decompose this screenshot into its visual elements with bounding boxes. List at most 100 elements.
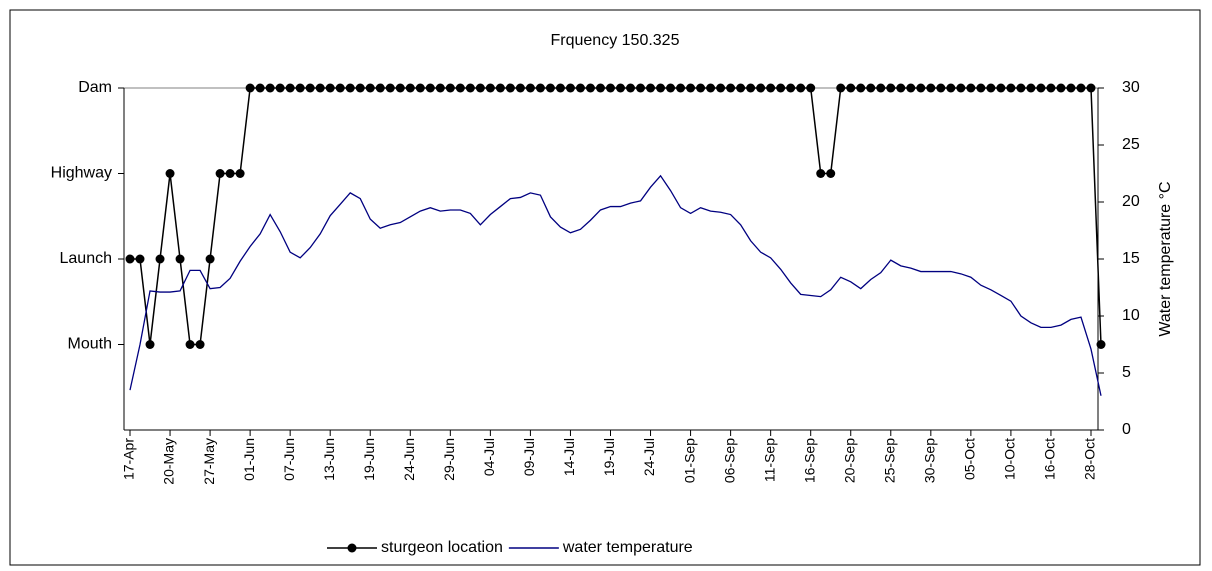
point [996, 83, 1006, 93]
point [946, 83, 956, 93]
point [1036, 83, 1046, 93]
x-tick-label: 05-Oct [962, 438, 978, 480]
point [435, 83, 445, 93]
legend-label: water temperature [562, 539, 693, 556]
point [325, 83, 335, 93]
point [796, 83, 806, 93]
y2-axis-title: Water temperature °C [1157, 181, 1174, 336]
point [906, 83, 916, 93]
x-tick-label: 16-Sep [801, 438, 817, 483]
point [1076, 83, 1086, 93]
point [315, 83, 325, 93]
legend-label: sturgeon location [381, 539, 503, 556]
point [736, 83, 746, 93]
chart-border [9, 9, 1201, 566]
point [585, 83, 595, 93]
point [1056, 83, 1066, 93]
x-tick-label: 16-Oct [1042, 438, 1058, 480]
point [355, 83, 365, 93]
point [966, 83, 976, 93]
x-tick-label: 19-Jun [361, 438, 377, 481]
point [345, 83, 355, 93]
point [255, 83, 265, 93]
point [555, 83, 565, 93]
point [425, 83, 435, 93]
point [856, 83, 866, 93]
x-tick-label: 14-Jul [561, 438, 577, 476]
point [1046, 83, 1056, 93]
y-tick-label: Highway [51, 165, 112, 182]
point [926, 83, 936, 93]
point [716, 83, 726, 93]
point [646, 83, 656, 93]
point [1066, 83, 1076, 93]
x-tick-label: 17-Apr [121, 438, 137, 480]
chart-title: Frquency 150.325 [551, 32, 680, 49]
x-tick-label: 01-Sep [681, 438, 697, 483]
point [866, 83, 876, 93]
x-tick-label: 07-Jun [281, 438, 297, 481]
point [385, 83, 395, 93]
x-tick-label: 25-Sep [881, 438, 897, 483]
point [165, 169, 175, 178]
point [756, 83, 766, 93]
x-tick-label: 10-Oct [1002, 438, 1018, 480]
point [876, 83, 886, 93]
point [275, 83, 285, 93]
y2-tick-label: 15 [1122, 250, 1140, 267]
point [1006, 83, 1016, 93]
y2-tick-label: 0 [1122, 421, 1131, 438]
point [575, 83, 585, 93]
point [175, 254, 185, 264]
y-tick-label: Dam [78, 79, 112, 96]
y2-tick-label: 20 [1122, 193, 1140, 210]
point [125, 254, 135, 264]
point [215, 169, 225, 178]
point [746, 83, 756, 93]
point [605, 83, 615, 93]
point [475, 83, 485, 93]
point [545, 83, 555, 93]
x-tick-label: 20-May [161, 438, 177, 485]
x-tick-label: 09-Jul [521, 438, 537, 476]
point [305, 83, 315, 93]
point [766, 83, 776, 93]
x-tick-label: 30-Sep [922, 438, 938, 483]
x-tick-label: 20-Sep [841, 438, 857, 483]
point [415, 83, 425, 93]
point [365, 83, 375, 93]
point [235, 169, 245, 178]
point [245, 83, 255, 93]
point [155, 254, 165, 264]
point [976, 83, 986, 93]
point [636, 83, 646, 93]
point [445, 83, 455, 93]
x-tick-label: 04-Jul [481, 438, 497, 476]
point [185, 340, 195, 349]
point [335, 83, 345, 93]
point [1096, 340, 1106, 349]
point [145, 340, 155, 349]
point [1016, 83, 1026, 93]
point [485, 83, 495, 93]
point [465, 83, 475, 93]
legend-marker [347, 543, 357, 553]
point [1026, 83, 1036, 93]
series-line [129, 174, 1102, 396]
point [295, 83, 305, 93]
point [726, 83, 736, 93]
y2-tick-label: 5 [1122, 364, 1131, 381]
point [806, 83, 816, 93]
point [916, 83, 926, 93]
x-tick-label: 27-May [201, 438, 217, 485]
x-tick-label: 01-Jun [241, 438, 257, 481]
point [205, 254, 215, 264]
point [265, 83, 275, 93]
x-tick-label: 24-Jul [641, 438, 657, 476]
point [285, 83, 295, 93]
point [405, 83, 415, 93]
point [696, 83, 706, 93]
point [495, 83, 505, 93]
point [565, 83, 575, 93]
x-tick-label: 11-Sep [761, 438, 777, 482]
